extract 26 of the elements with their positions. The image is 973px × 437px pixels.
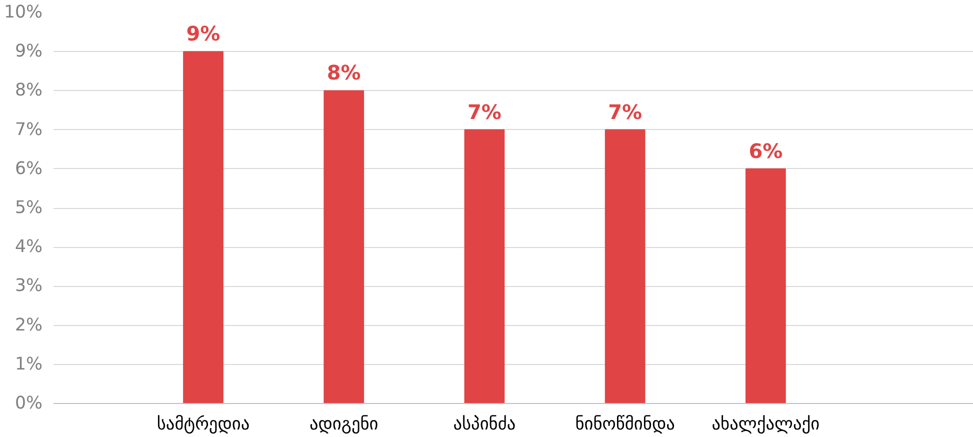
y-tick-label: 6% xyxy=(15,158,43,179)
bar xyxy=(324,90,364,404)
bar xyxy=(745,168,786,404)
y-tick-label: 0% xyxy=(15,394,43,414)
y-tick-label: 7% xyxy=(15,120,43,140)
y-tick-label: 1% xyxy=(15,354,43,374)
bar xyxy=(604,129,646,404)
data-label: 6% xyxy=(748,138,783,163)
x-tick-label: ასპინძა xyxy=(453,414,516,434)
y-tick-label: 9% xyxy=(15,42,43,62)
x-tick-label: ადიგენი xyxy=(309,414,378,434)
y-tick-label: 2% xyxy=(15,315,43,336)
data-label: 9% xyxy=(186,22,220,46)
y-tick-label: 5% xyxy=(15,198,43,218)
data-label: 7% xyxy=(608,100,642,124)
y-tick-label: 10% xyxy=(4,2,42,22)
y-tick-label: 8% xyxy=(15,80,43,101)
bar xyxy=(183,51,224,404)
x-tick-label: სამტრედია xyxy=(156,414,250,434)
y-tick-label: 3% xyxy=(15,276,43,296)
x-tick-label: ახალქალაქი xyxy=(712,414,820,434)
x-tick-label: ნინოწმინდა xyxy=(575,414,675,434)
y-tick-label: 4% xyxy=(15,237,43,258)
bar xyxy=(464,129,505,404)
data-label: 8% xyxy=(326,60,361,85)
data-label: 7% xyxy=(467,100,502,124)
